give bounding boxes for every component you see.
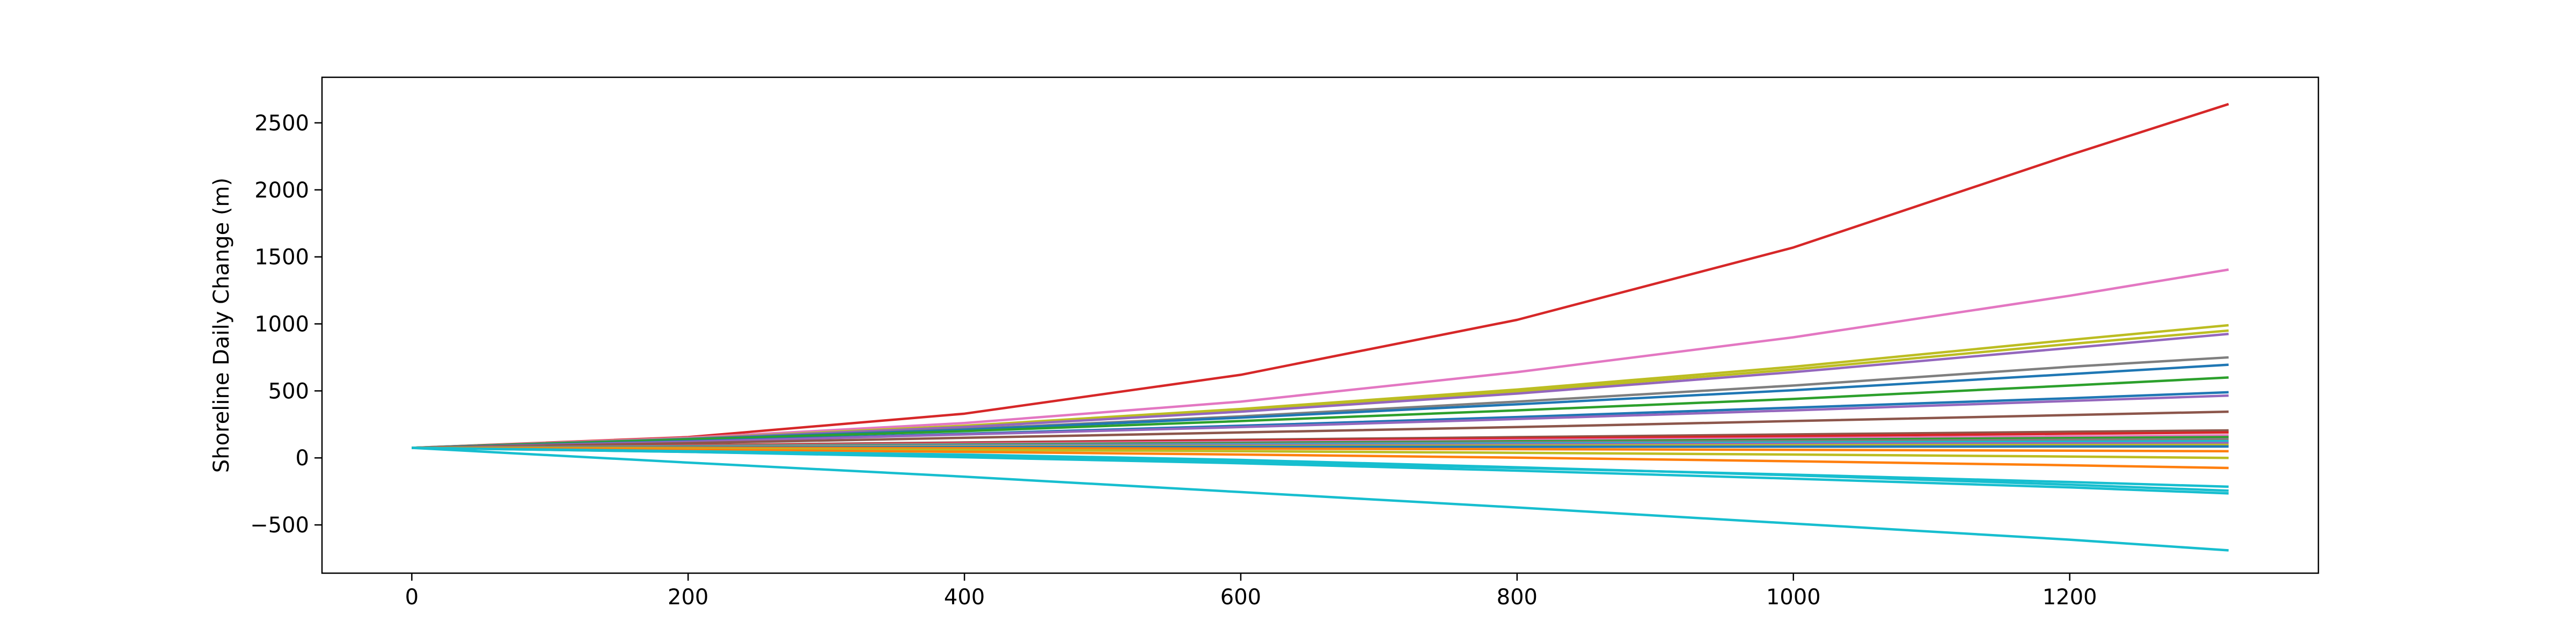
series-line-23 bbox=[412, 447, 2229, 470]
x-tick-label: 200 bbox=[668, 585, 708, 610]
x-tick-label: 1000 bbox=[1766, 585, 1821, 610]
y-tick-label: −500 bbox=[250, 513, 309, 538]
series-line-1 bbox=[412, 103, 2229, 449]
series-layer bbox=[412, 103, 2229, 552]
y-tick-label: 500 bbox=[268, 379, 309, 404]
series-line-27 bbox=[412, 447, 2229, 552]
y-tick-label: 1000 bbox=[254, 312, 309, 337]
x-tick-label: 1200 bbox=[2043, 585, 2097, 610]
series-line-11 bbox=[412, 410, 2229, 449]
y-tick-label: 1500 bbox=[254, 245, 309, 270]
y-tick-label: 2500 bbox=[254, 111, 309, 136]
series-line-8 bbox=[412, 376, 2229, 449]
y-tick-label: 2000 bbox=[254, 178, 309, 203]
plot-frame bbox=[321, 76, 2319, 574]
y-tick-label: 0 bbox=[296, 446, 309, 471]
x-axis: 0 200 400 600 800 1000 1200 bbox=[405, 573, 2097, 610]
y-axis: −500 0 500 1000 1500 2000 2500 bbox=[250, 111, 322, 538]
x-tick-label: 400 bbox=[944, 585, 985, 610]
y-axis-title: Shoreline Daily Change (m) bbox=[209, 178, 234, 473]
series-line-26 bbox=[412, 447, 2229, 495]
x-tick-label: 0 bbox=[405, 585, 419, 610]
x-tick-label: 800 bbox=[1497, 585, 1538, 610]
x-tick-label: 600 bbox=[1220, 585, 1261, 610]
series-line-10 bbox=[412, 394, 2229, 449]
